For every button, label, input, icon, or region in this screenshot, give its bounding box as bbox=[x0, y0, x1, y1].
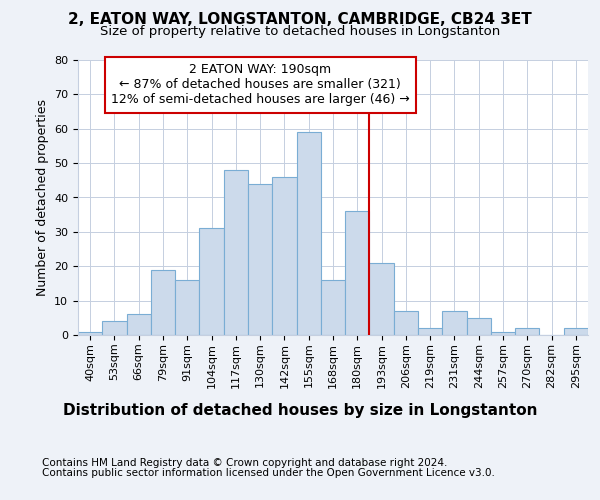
Text: 2 EATON WAY: 190sqm
← 87% of detached houses are smaller (321)
12% of semi-detac: 2 EATON WAY: 190sqm ← 87% of detached ho… bbox=[111, 64, 410, 106]
Bar bbox=[127, 314, 151, 335]
Bar bbox=[248, 184, 272, 335]
Y-axis label: Number of detached properties: Number of detached properties bbox=[35, 99, 49, 296]
Bar bbox=[175, 280, 199, 335]
Bar bbox=[151, 270, 175, 335]
Bar bbox=[321, 280, 345, 335]
Bar bbox=[370, 263, 394, 335]
Bar bbox=[272, 177, 296, 335]
Bar bbox=[515, 328, 539, 335]
Text: Size of property relative to detached houses in Longstanton: Size of property relative to detached ho… bbox=[100, 25, 500, 38]
Text: Contains public sector information licensed under the Open Government Licence v3: Contains public sector information licen… bbox=[42, 468, 495, 477]
Bar bbox=[418, 328, 442, 335]
Bar bbox=[224, 170, 248, 335]
Bar bbox=[394, 311, 418, 335]
Bar bbox=[442, 311, 467, 335]
Text: 2, EATON WAY, LONGSTANTON, CAMBRIDGE, CB24 3ET: 2, EATON WAY, LONGSTANTON, CAMBRIDGE, CB… bbox=[68, 12, 532, 28]
Bar bbox=[491, 332, 515, 335]
Bar bbox=[564, 328, 588, 335]
Bar bbox=[78, 332, 102, 335]
Bar bbox=[102, 322, 127, 335]
Text: Distribution of detached houses by size in Longstanton: Distribution of detached houses by size … bbox=[63, 402, 537, 417]
Bar bbox=[199, 228, 224, 335]
Text: Contains HM Land Registry data © Crown copyright and database right 2024.: Contains HM Land Registry data © Crown c… bbox=[42, 458, 448, 468]
Bar bbox=[345, 211, 370, 335]
Bar bbox=[296, 132, 321, 335]
Bar bbox=[467, 318, 491, 335]
